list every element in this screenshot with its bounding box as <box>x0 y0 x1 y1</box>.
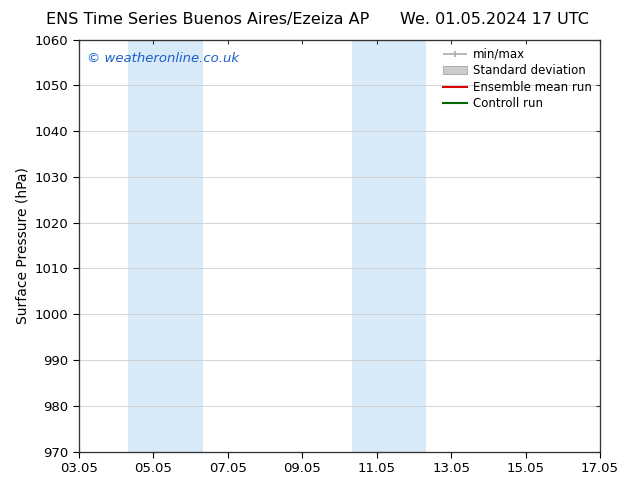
Text: ENS Time Series Buenos Aires/Ezeiza AP      We. 01.05.2024 17 UTC: ENS Time Series Buenos Aires/Ezeiza AP W… <box>46 12 588 27</box>
Bar <box>352 40 426 452</box>
Text: © weatheronline.co.uk: © weatheronline.co.uk <box>87 52 238 65</box>
Bar <box>128 40 203 452</box>
Y-axis label: Surface Pressure (hPa): Surface Pressure (hPa) <box>15 167 29 324</box>
Legend: min/max, Standard deviation, Ensemble mean run, Controll run: min/max, Standard deviation, Ensemble me… <box>439 43 597 115</box>
